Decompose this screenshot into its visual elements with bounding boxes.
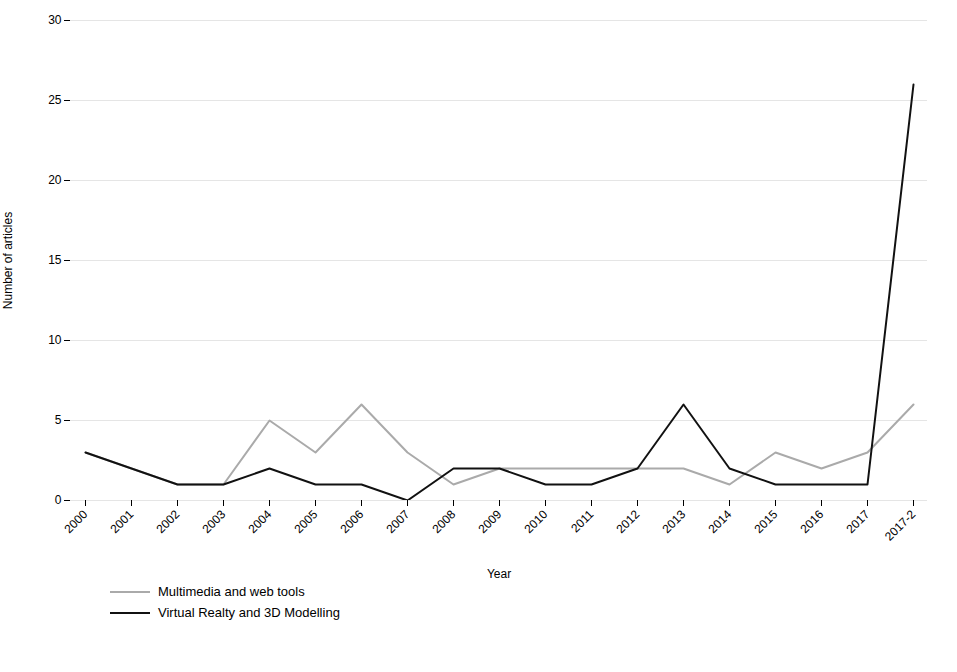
svg-text:25: 25 (48, 93, 62, 107)
svg-text:2002: 2002 (154, 507, 183, 536)
svg-text:2005: 2005 (292, 507, 321, 536)
svg-text:Year: Year (487, 567, 511, 581)
svg-text:2003: 2003 (200, 507, 229, 536)
svg-text:2010: 2010 (522, 507, 551, 536)
svg-text:15: 15 (48, 253, 62, 267)
svg-text:2017: 2017 (844, 507, 873, 536)
svg-text:5: 5 (55, 413, 62, 427)
svg-text:2009: 2009 (476, 507, 505, 536)
svg-text:2007: 2007 (384, 507, 413, 536)
svg-text:2006: 2006 (338, 507, 367, 536)
svg-text:2017-2: 2017-2 (882, 507, 919, 544)
svg-text:2016: 2016 (798, 507, 827, 536)
svg-text:20: 20 (48, 173, 62, 187)
svg-text:2008: 2008 (430, 507, 459, 536)
svg-text:10: 10 (48, 333, 62, 347)
html-text:Multimedia and web tools: Multimedia and web tools (158, 584, 305, 599)
svg-text:Number of articles: Number of articles (1, 212, 15, 309)
svg-text:0: 0 (55, 493, 62, 507)
svg-text:30: 30 (48, 13, 62, 27)
svg-text:2014: 2014 (706, 507, 735, 536)
svg-text:2004: 2004 (246, 507, 275, 536)
svg-text:2011: 2011 (568, 507, 596, 535)
svg-text:2000: 2000 (62, 507, 91, 536)
svg-text:2015: 2015 (752, 507, 781, 536)
svg-text:2013: 2013 (660, 507, 689, 536)
svg-text:2012: 2012 (614, 507, 643, 536)
svg-text:2001: 2001 (108, 507, 137, 536)
html-text:Virtual Realty and 3D Modellin: Virtual Realty and 3D Modelling (158, 605, 340, 620)
